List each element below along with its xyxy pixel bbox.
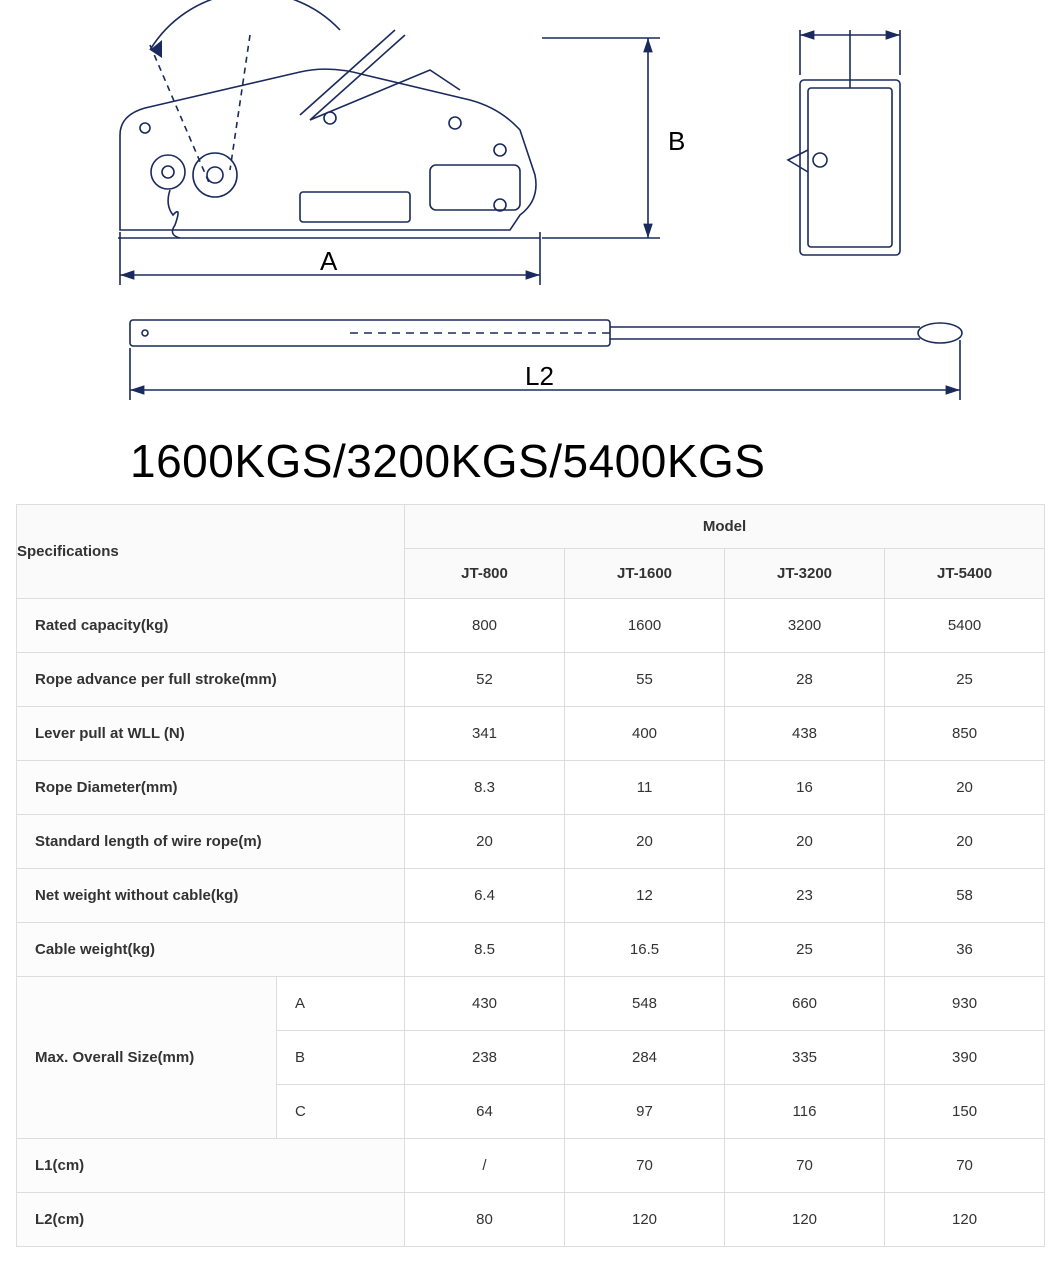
- table-row: Standard length of wire rope(m)20202020: [17, 815, 1045, 869]
- spec-table-body: Rated capacity(kg)800160032005400 Rope a…: [17, 599, 1045, 1247]
- max-overall-size-label: Max. Overall Size(mm): [17, 977, 277, 1139]
- specifications-header: Specifications: [17, 505, 405, 599]
- table-row: Rope Diameter(mm)8.3111620: [17, 761, 1045, 815]
- model-header: Model: [405, 505, 1045, 549]
- table-row: Net weight without cable(kg)6.4122358: [17, 869, 1045, 923]
- model-col-1: JT-1600: [565, 549, 725, 599]
- model-col-0: JT-800: [405, 549, 565, 599]
- specifications-table: Specifications Model JT-800 JT-1600 JT-3…: [16, 504, 1045, 1247]
- dim-label-l2: L2: [525, 361, 554, 391]
- table-row: Cable weight(kg)8.516.52536: [17, 923, 1045, 977]
- table-row: L1(cm)/707070: [17, 1139, 1045, 1193]
- table-row: Rated capacity(kg)800160032005400: [17, 599, 1045, 653]
- table-row: Rope advance per full stroke(mm)52552825: [17, 653, 1045, 707]
- capacity-heading: 1600KGS/3200KGS/5400KGS: [0, 430, 1060, 504]
- table-row: Max. Overall Size(mm) A 430548660930: [17, 977, 1045, 1031]
- table-row: Lever pull at WLL (N)341400438850: [17, 707, 1045, 761]
- dim-label-a: A: [320, 246, 338, 276]
- table-row: L2(cm)80120120120: [17, 1193, 1045, 1247]
- model-col-3: JT-5400: [885, 549, 1045, 599]
- model-col-2: JT-3200: [725, 549, 885, 599]
- dim-label-b: B: [668, 126, 685, 156]
- technical-diagram: A B L2: [0, 0, 1060, 430]
